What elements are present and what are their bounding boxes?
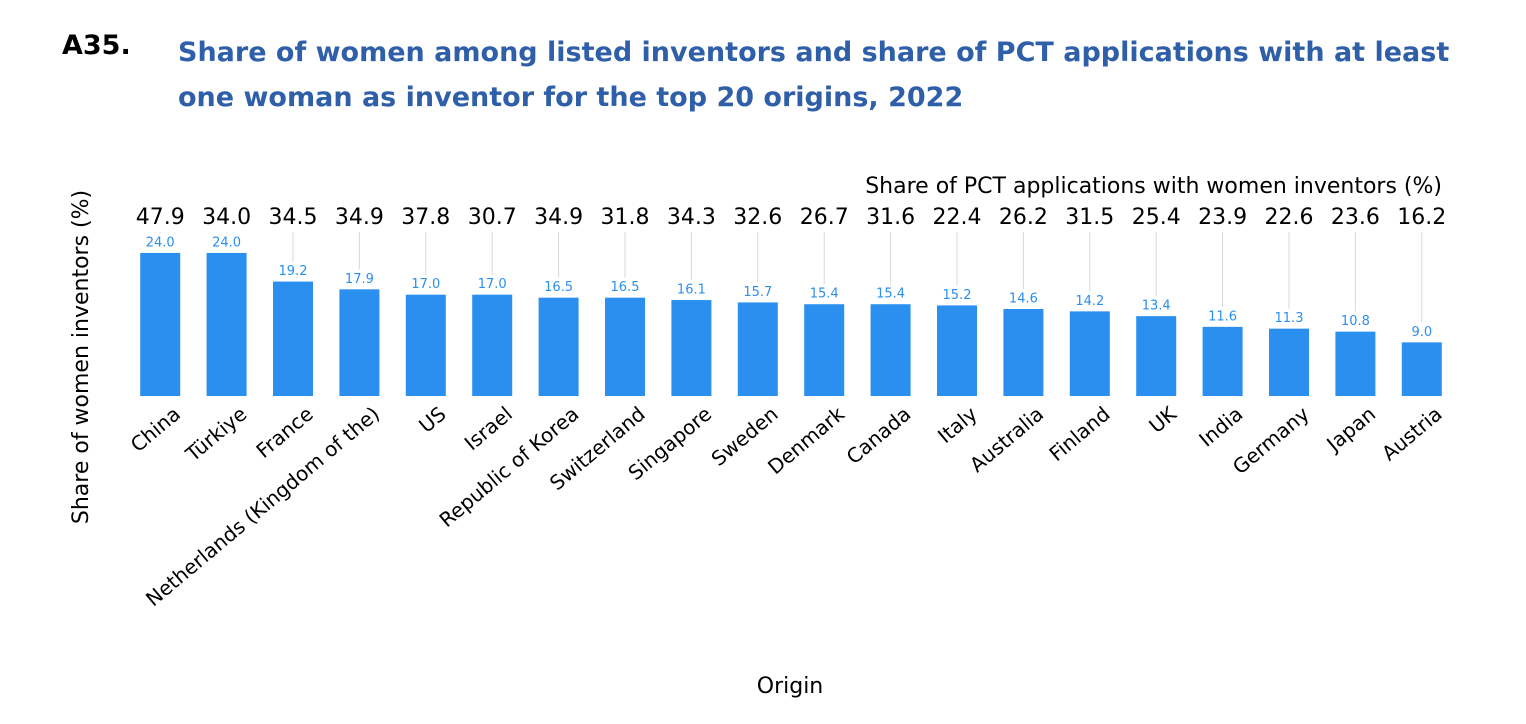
bar bbox=[605, 297, 645, 396]
top-value-label: 31.8 bbox=[601, 205, 650, 230]
x-tick-label: China bbox=[126, 402, 185, 457]
x-tick-label: US bbox=[414, 402, 450, 438]
bar bbox=[937, 305, 977, 396]
bar bbox=[206, 252, 247, 396]
bar-value-label: 11.3 bbox=[1275, 311, 1304, 326]
bar-value-label: 16.1 bbox=[677, 283, 706, 298]
bar bbox=[140, 252, 181, 396]
bar bbox=[1003, 308, 1044, 396]
bar-value-label: 14.2 bbox=[1075, 294, 1104, 309]
figure-id: A35. bbox=[62, 30, 131, 61]
bar bbox=[671, 300, 712, 396]
top-value-label: 26.7 bbox=[800, 205, 849, 230]
top-value-label: 34.9 bbox=[534, 205, 583, 230]
bar-value-label: 10.8 bbox=[1341, 314, 1370, 329]
top-value-label: 16.2 bbox=[1397, 205, 1446, 230]
top-value-label: 34.3 bbox=[667, 205, 716, 230]
x-tick-label: Israel bbox=[460, 402, 517, 456]
bar bbox=[273, 281, 313, 396]
bar-value-label: 24.0 bbox=[212, 235, 241, 250]
top-value-label: 32.6 bbox=[733, 205, 782, 230]
top-value-label: 25.4 bbox=[1132, 205, 1181, 230]
y-axis-label: Share of women inventors (%) bbox=[69, 190, 94, 524]
top-value-label: 22.4 bbox=[933, 205, 982, 230]
bar bbox=[538, 297, 579, 396]
top-value-label: 47.9 bbox=[136, 205, 185, 230]
top-row-label: Share of PCT applications with women inv… bbox=[865, 174, 1442, 199]
x-tick-label: India bbox=[1194, 402, 1247, 452]
bar-value-label: 16.5 bbox=[611, 280, 640, 295]
top-value-label: 34.9 bbox=[335, 205, 384, 230]
bar-value-label: 19.2 bbox=[279, 264, 308, 279]
bar bbox=[1136, 316, 1177, 396]
x-tick-label: Australia bbox=[965, 402, 1048, 477]
bar bbox=[1269, 328, 1309, 396]
bar bbox=[1401, 342, 1442, 396]
top-value-label: 30.7 bbox=[468, 205, 517, 230]
chart-title: Share of women among listed inventors an… bbox=[178, 37, 1450, 113]
top-value-label: 37.8 bbox=[401, 205, 450, 230]
x-tick-label: Japan bbox=[1320, 402, 1380, 458]
bar-value-label: 15.7 bbox=[743, 285, 772, 300]
bar-value-label: 11.6 bbox=[1208, 309, 1237, 324]
top-value-label: 23.9 bbox=[1198, 205, 1247, 230]
top-value-label: 31.5 bbox=[1065, 205, 1114, 230]
bar bbox=[405, 294, 446, 396]
top-value-label: 31.6 bbox=[866, 205, 915, 230]
x-axis-label: Origin bbox=[757, 674, 824, 699]
bar-value-label: 17.9 bbox=[345, 272, 374, 287]
bar-value-label: 13.4 bbox=[1142, 299, 1171, 314]
bar-value-label: 16.5 bbox=[544, 280, 573, 295]
bar-value-label: 17.0 bbox=[411, 277, 440, 292]
x-tick-label: UK bbox=[1144, 401, 1181, 438]
bar-value-label: 17.0 bbox=[478, 277, 507, 292]
bar bbox=[1069, 311, 1110, 396]
bar bbox=[737, 302, 778, 396]
top-value-label: 23.6 bbox=[1331, 205, 1380, 230]
top-value-label: 26.2 bbox=[999, 205, 1048, 230]
x-tick-label: Netherlands (Kingdom of the) bbox=[141, 402, 384, 611]
bar bbox=[1202, 326, 1243, 396]
bar bbox=[339, 289, 380, 396]
bar bbox=[804, 304, 845, 396]
bar-value-label: 24.0 bbox=[146, 235, 175, 250]
top-value-label: 22.6 bbox=[1265, 205, 1314, 230]
bar-value-label: 15.2 bbox=[943, 288, 972, 303]
x-tick-label: Italy bbox=[933, 402, 982, 448]
bar bbox=[1335, 331, 1376, 396]
top-value-label: 34.0 bbox=[202, 205, 251, 230]
x-tick-label: Austria bbox=[1377, 402, 1447, 466]
bar-value-label: 9.0 bbox=[1411, 325, 1432, 340]
bar-value-label: 14.6 bbox=[1009, 291, 1038, 306]
bar bbox=[472, 294, 513, 396]
bar bbox=[870, 304, 911, 396]
top-value-label: 34.5 bbox=[269, 205, 318, 230]
bar-value-label: 15.4 bbox=[876, 287, 905, 302]
x-tick-label: Canada bbox=[842, 402, 916, 469]
bar-value-label: 15.4 bbox=[810, 287, 839, 302]
x-tick-label: Finland bbox=[1044, 402, 1114, 466]
x-tick-label: Türkiye bbox=[180, 402, 251, 467]
